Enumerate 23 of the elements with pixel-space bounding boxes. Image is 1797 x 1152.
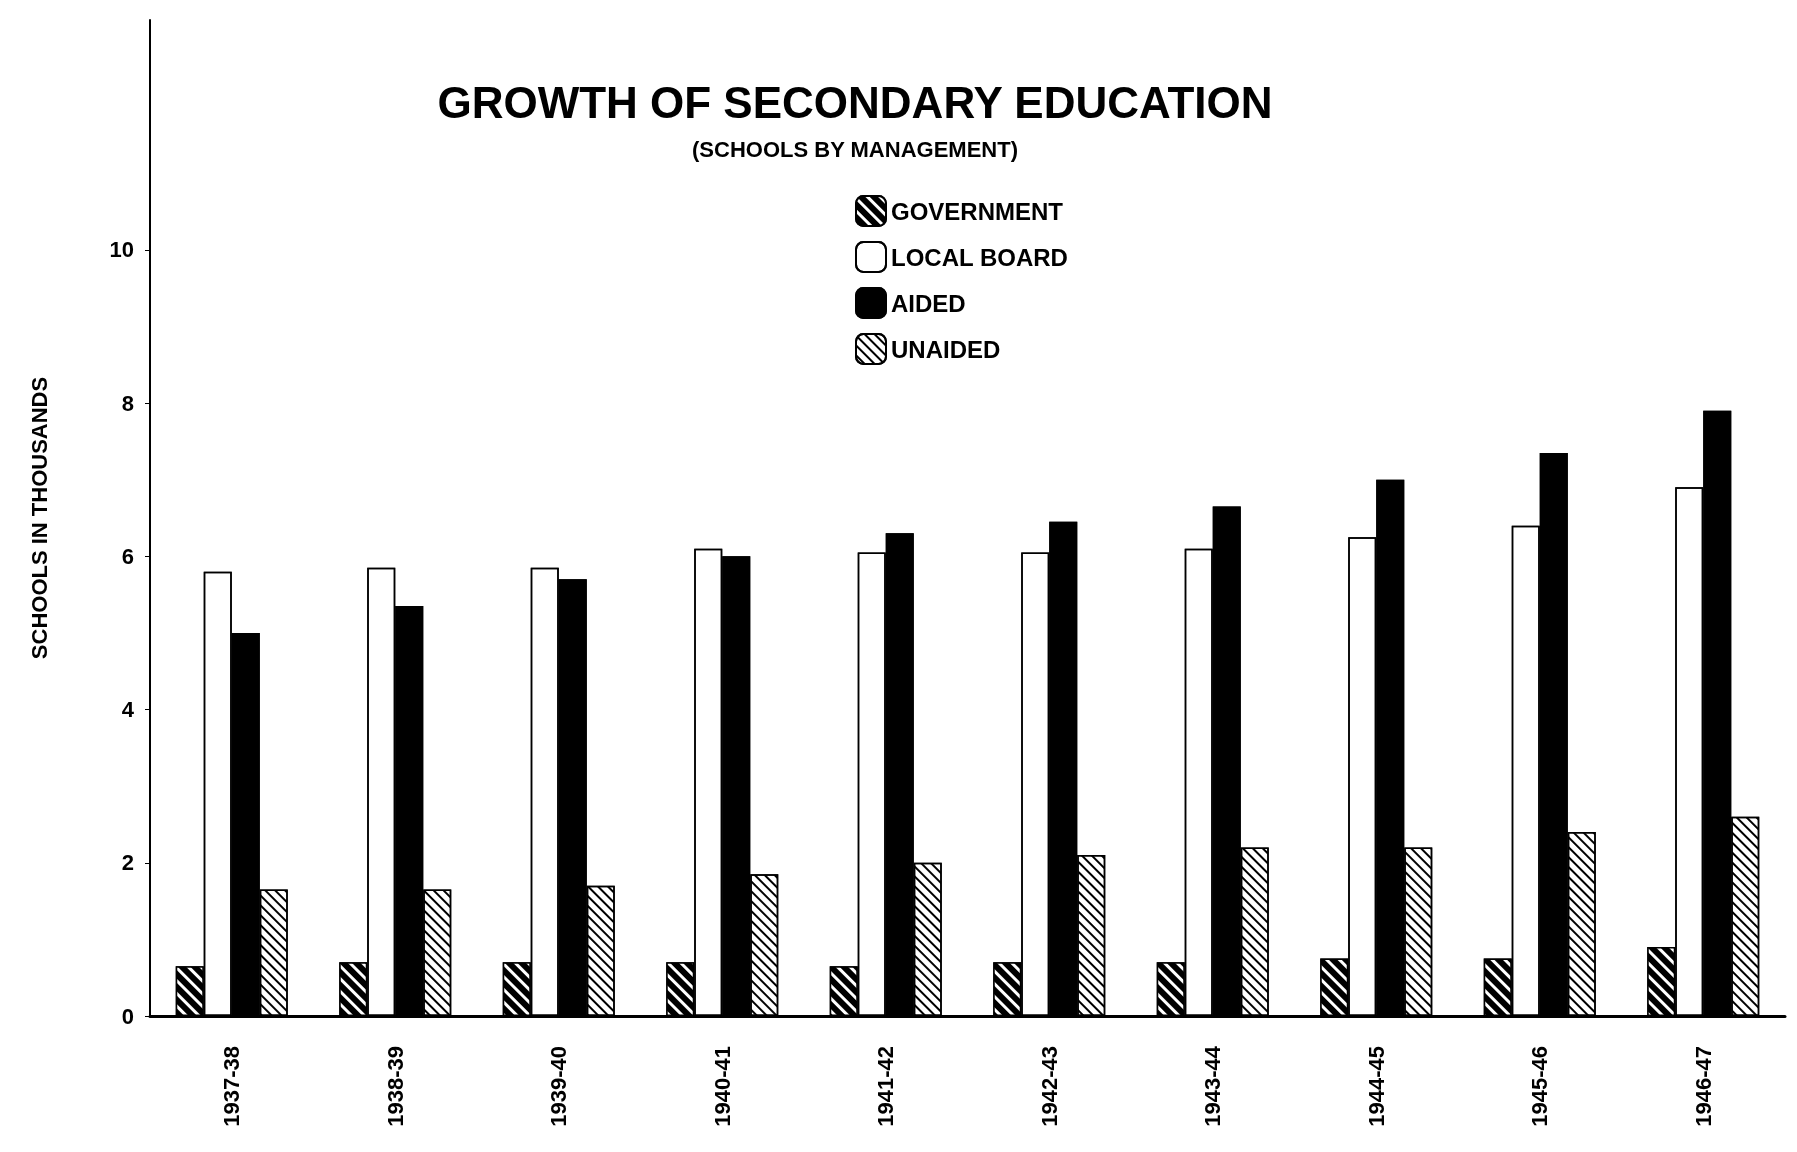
x-tick-label: 1939-40: [546, 1046, 572, 1127]
x-tick-label: 1945-46: [1527, 1046, 1553, 1127]
x-tick-label: 1943-44: [1200, 1045, 1226, 1127]
x-tick-label: 1940-41: [709, 1046, 735, 1127]
legend-label: UNAIDED: [891, 335, 1001, 363]
legend-label: GOVERNMENT: [891, 197, 1064, 225]
y-axis-title: SCHOOLS IN THOUSANDS: [26, 376, 52, 660]
y-tick-label: 4: [121, 697, 135, 723]
y-tick-label: 10: [109, 237, 134, 263]
legend-label: AIDED: [891, 289, 966, 317]
x-tick-label: 1941-42: [873, 1046, 899, 1127]
y-tick-label: 8: [121, 390, 134, 416]
x-tick-label: 1938-39: [382, 1046, 408, 1127]
legend-label: LOCAL BOARD: [891, 243, 1068, 271]
x-tick-label: 1937-38: [219, 1046, 245, 1127]
text: GROWTH OF SECONDARY EDUCATION: [437, 77, 1273, 127]
text: (SCHOOLS BY MANAGEMENT): [692, 136, 1018, 162]
y-tick-label: 0: [121, 1003, 134, 1029]
x-tick-label: 1942-43: [1036, 1046, 1062, 1127]
y-tick-label: 6: [121, 543, 134, 569]
y-tick-label: 2: [121, 850, 134, 876]
x-tick-label: 1946-47: [1690, 1046, 1716, 1127]
x-tick-label: 1944-45: [1363, 1046, 1389, 1127]
